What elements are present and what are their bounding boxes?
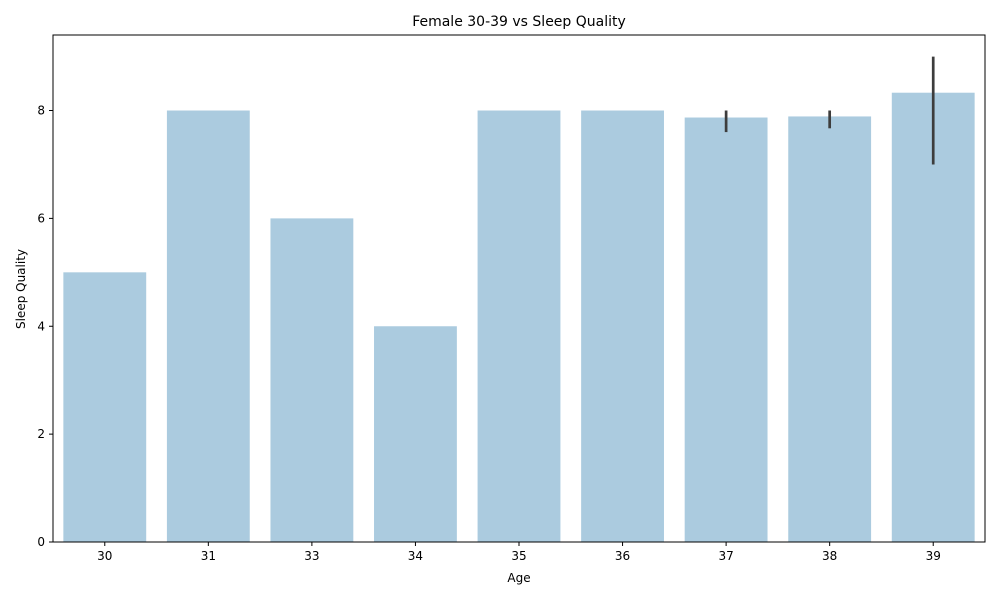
bar-36	[581, 110, 664, 543]
bar-31	[166, 110, 250, 543]
bar-39	[891, 92, 975, 542]
bars-group	[63, 92, 975, 543]
plot-frame	[52, 34, 986, 543]
bar-30	[63, 272, 147, 542]
x-tick-label-35: 35	[511, 549, 526, 563]
x-axis-ticks: 30 31 33 34 35 36 37 38 39	[97, 542, 941, 563]
x-axis-label: Age	[507, 571, 530, 585]
y-axis-ticks: 0 2 4 6 8	[37, 104, 53, 549]
x-tick-label-38: 38	[822, 549, 837, 563]
x-tick-label-36: 36	[615, 549, 630, 563]
x-tick-label-34: 34	[408, 549, 423, 563]
bar-37	[684, 117, 768, 542]
chart-title: Female 30-39 vs Sleep Quality	[412, 14, 626, 30]
x-tick-label-30: 30	[97, 549, 112, 563]
bar-38	[788, 116, 872, 543]
x-tick-label-39: 39	[926, 549, 941, 563]
y-axis-label: Sleep Quality	[14, 249, 28, 329]
x-tick-label-37: 37	[718, 549, 733, 563]
bar-34	[374, 326, 457, 542]
x-tick-label-31: 31	[201, 549, 216, 563]
x-tick-label-33: 33	[304, 549, 319, 563]
y-tick-label-4: 4	[37, 319, 45, 333]
error-bars-group	[724, 56, 935, 165]
y-tick-label-2: 2	[37, 427, 45, 441]
bar-35	[477, 110, 561, 543]
y-tick-label-8: 8	[37, 104, 45, 118]
y-tick-label-0: 0	[37, 535, 45, 549]
y-tick-label-6: 6	[37, 211, 45, 225]
bar-33	[270, 218, 354, 542]
